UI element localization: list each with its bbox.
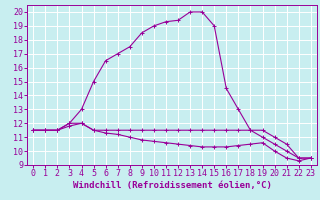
X-axis label: Windchill (Refroidissement éolien,°C): Windchill (Refroidissement éolien,°C) bbox=[73, 181, 271, 190]
